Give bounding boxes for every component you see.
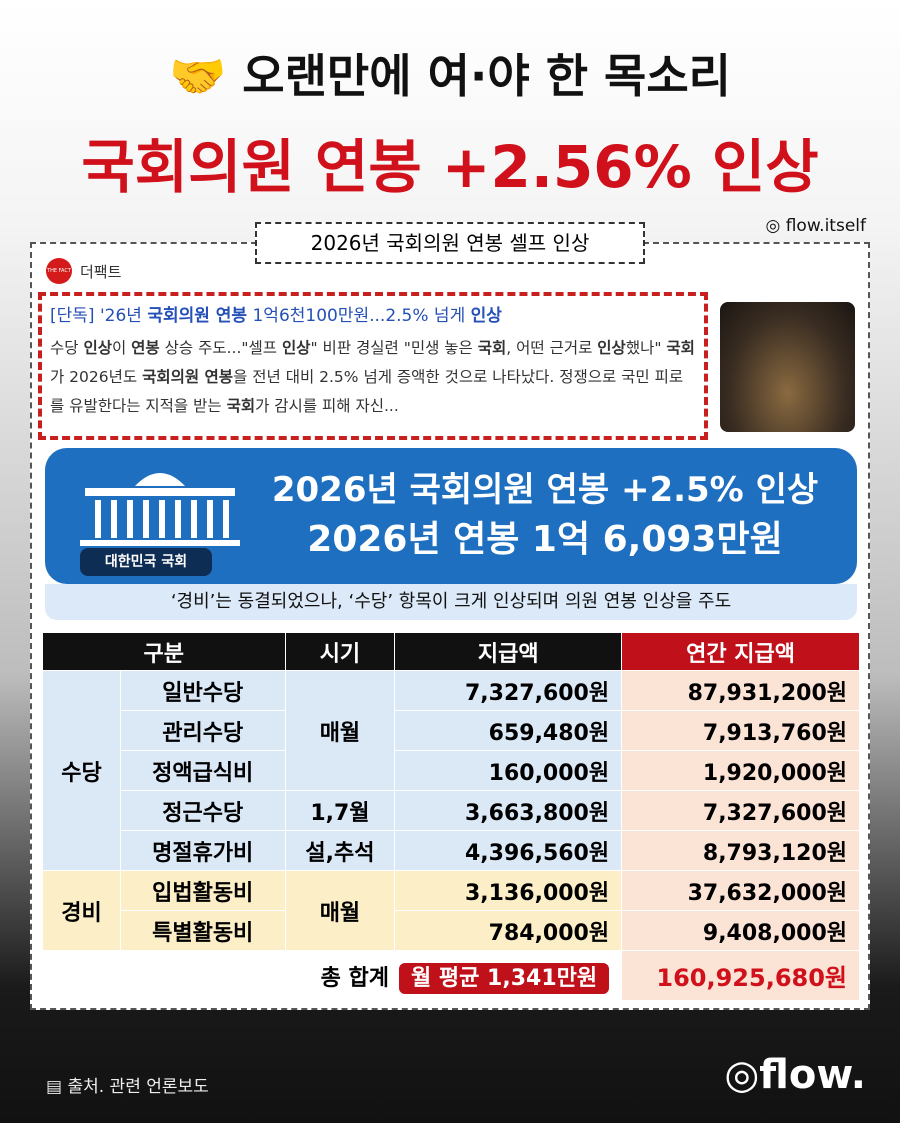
period: 1,7월 bbox=[284, 790, 396, 831]
text-segment: 연봉 bbox=[131, 339, 160, 357]
annual: 7,913,760원 bbox=[621, 710, 860, 751]
th: 지급액 bbox=[394, 632, 623, 671]
text-segment: 국회 bbox=[666, 339, 695, 357]
banner-line: 2026년 국회의원 연봉 +2.5% 인상 bbox=[271, 470, 819, 510]
total-label: 총 합계 bbox=[320, 965, 389, 991]
banner-line: 2026년 연봉 1억 6,093만원 bbox=[307, 519, 783, 560]
group: 수당 bbox=[42, 670, 121, 871]
text-segment: 상승 주도..."셀프 bbox=[159, 339, 282, 357]
text-segment: 인상 bbox=[83, 339, 112, 357]
monthly: 4,396,560원 bbox=[394, 830, 623, 871]
text-segment: 수당 bbox=[50, 339, 84, 357]
text-segment: 을 전년 대비 2.5% 넘게 증액한 것으로 나타났다. 정쟁으로 국민 피로… bbox=[50, 368, 684, 415]
item: 일반수당 bbox=[119, 670, 286, 711]
footer-logo-text: flow. bbox=[759, 1052, 866, 1098]
total-annual: 160,925,680원 bbox=[621, 950, 860, 1001]
text-segment: 인상 bbox=[470, 306, 502, 326]
text-segment: 인상 bbox=[597, 339, 626, 357]
source-logo: THE FACT bbox=[46, 258, 72, 284]
period: 매월 bbox=[284, 870, 396, 951]
text-segment: 1억6천100만원...2.5% 넘게 bbox=[247, 306, 471, 326]
article: [단독] '26년 국회의원 연봉 1억6천100만원...2.5% 넘게 인상… bbox=[38, 292, 708, 440]
annual: 9,408,000원 bbox=[621, 910, 860, 951]
item: 특별활동비 bbox=[119, 910, 286, 951]
headline-text: 오랜만에 여·야 한 목소리 bbox=[242, 49, 731, 103]
text-segment: 국회 bbox=[226, 397, 256, 415]
text-segment: 국회의원 연봉 bbox=[147, 306, 248, 326]
item: 관리수당 bbox=[119, 710, 286, 751]
th: 연간 지급액 bbox=[621, 632, 860, 671]
handle: ◎ flow.itself bbox=[765, 216, 866, 236]
text-segment: 인상 bbox=[281, 339, 311, 357]
total-monthly: 월 평균 1,341만원 bbox=[399, 962, 610, 994]
monthly: 659,480원 bbox=[394, 710, 623, 751]
monthly: 3,663,800원 bbox=[394, 790, 623, 831]
footer-logo: ◎flow. bbox=[724, 1052, 866, 1098]
text-segment: 가 감시를 피해 자신... bbox=[255, 397, 399, 415]
banner-badge: 대한민국 국회 bbox=[80, 548, 212, 576]
article-body: 수당 인상이 연봉 상승 주도..."셀프 인상" 비판 경실련 "민생 놓은 … bbox=[50, 334, 696, 421]
monthly: 160,000원 bbox=[394, 750, 623, 791]
text-segment: 가 2026년도 bbox=[50, 368, 143, 386]
headline: 🤝 오랜만에 여·야 한 목소리 bbox=[0, 40, 900, 106]
emoji: 🤝 bbox=[168, 49, 227, 103]
th: 구분 bbox=[42, 632, 286, 671]
total: 총 합계 월 평균 1,341만원 bbox=[41, 950, 623, 1001]
source: THE FACT 더팩트 bbox=[46, 258, 121, 284]
item: 명절휴가비 bbox=[119, 830, 286, 871]
footer-source: ▤ 출처. 관련 언론보도 bbox=[46, 1077, 209, 1097]
annual: 1,920,000원 bbox=[621, 750, 860, 791]
text-segment: 이 bbox=[111, 339, 132, 357]
text-segment: , 어떤 근거로 bbox=[506, 339, 598, 357]
annual: 87,931,200원 bbox=[621, 670, 860, 711]
annual: 7,327,600원 bbox=[621, 790, 860, 831]
source-name: 더팩트 bbox=[80, 262, 122, 281]
item: 입법활동비 bbox=[119, 870, 286, 911]
note: ‘경비’는 동결되었으나, ‘수당’ 항목이 크게 인상되며 의원 연봉 인상을… bbox=[45, 584, 857, 620]
text-segment: [단독] '26년 bbox=[50, 306, 148, 326]
period: 설,추석 bbox=[284, 830, 396, 871]
text-segment: 했나" bbox=[625, 339, 667, 357]
th: 시기 bbox=[284, 632, 396, 671]
group: 경비 bbox=[42, 870, 121, 951]
headline-red: 국회의원 연봉 +2.56% 인상 bbox=[81, 133, 819, 201]
item: 정근수당 bbox=[119, 790, 286, 831]
handle-text: flow.itself bbox=[785, 216, 866, 236]
label: 2026년 국회의원 연봉 셀프 인상 bbox=[255, 222, 645, 264]
footer-source-text: 출처. 관련 언론보도 bbox=[67, 1077, 209, 1097]
assembly-icon bbox=[80, 473, 240, 546]
item: 정액급식비 bbox=[119, 750, 286, 791]
article-headline: [단독] '26년 국회의원 연봉 1억6천100만원...2.5% 넘게 인상 bbox=[50, 302, 696, 331]
text-segment: " 비판 경실련 "민생 놓은 bbox=[310, 339, 478, 357]
annual: 8,793,120원 bbox=[621, 830, 860, 871]
monthly: 3,136,000원 bbox=[394, 870, 623, 911]
salary-table: 구분 시기 지급액 연간 지급액 수당 일반수당 매월 7,327,600원 87,931,2… bbox=[41, 632, 860, 1001]
text-segment: 국회의원 연봉 bbox=[142, 368, 234, 386]
annual: 37,632,000원 bbox=[621, 870, 860, 911]
monthly: 784,000원 bbox=[394, 910, 623, 951]
text-segment: 국회 bbox=[477, 339, 507, 357]
article-image bbox=[720, 302, 855, 432]
period: 매월 bbox=[284, 670, 396, 791]
monthly: 7,327,600원 bbox=[394, 670, 623, 711]
